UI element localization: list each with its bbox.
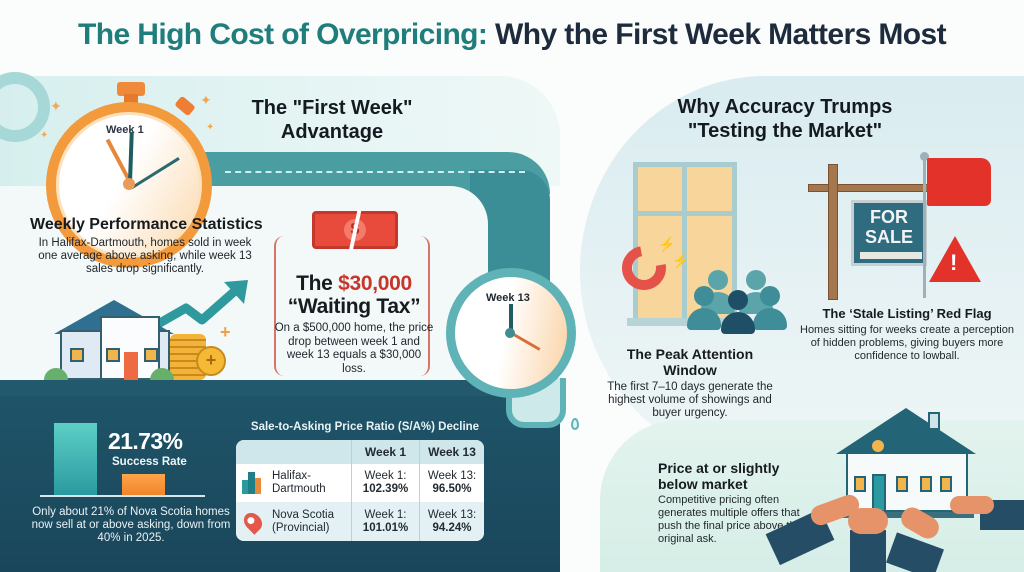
week13-value: 94.24% [432,521,472,534]
week13-label: Week 13: [427,470,477,482]
waiting-tax-amount: $30,000 [338,272,412,295]
region-name: Nova Scotia (Provincial) [272,508,335,534]
bar-now [122,474,165,495]
table-header-week13: Week 13 [419,440,484,464]
melting-clock-icon: Week 13 [446,268,576,428]
sign-line1: FOR [870,207,908,227]
week1-value: 101.01% [362,521,409,534]
coin-plus-icon: + [196,346,226,376]
bar-2025 [54,423,97,495]
stale-listing-text: Homes sitting for weeks create a percept… [800,324,1014,362]
waiting-tax-prefix: The [296,272,333,295]
droplet-icon [571,418,579,430]
weekly-stats-heading: Weekly Performance Statistics [30,216,263,233]
page-title: The High Cost of Overpricing: Why the Fi… [0,18,1024,52]
flag-finial [920,152,929,161]
flag-pole [923,156,926,298]
sign-line2: SALE [864,227,913,247]
hand-icon [950,496,994,514]
sparkle-icon: ✦ [40,130,49,141]
waiting-tax-suffix: “Waiting Tax” [287,295,421,318]
stopwatch-label: Week 1 [106,124,144,136]
peak-window-heading: The Peak Attention Window [626,346,754,378]
stopwatch-icon: Week 1 [44,80,214,268]
first-week-heading: The "First Week" Advantage [251,97,413,143]
table-row: Nova Scotia (Provincial) Week 1: 101.01%… [236,502,484,541]
window-sill [627,318,745,326]
table-header-region [236,440,351,464]
week1-label: Week 1: [364,508,407,521]
week1-label: Week 1: [364,470,407,482]
table-row: Halifax-Dartmouth Week 1: 102.39% Week 1… [236,464,484,502]
success-rate-text: Only about 21% of Nova Scotia homes now … [31,506,231,544]
week13-value: 96.50% [432,483,472,495]
red-flag-icon [927,158,991,206]
lightning-icon: ⚡ [658,236,676,252]
sleeve [850,530,886,572]
title-part2: Why the First Week Matters Most [495,18,947,51]
waiting-tax-bracket [274,236,430,376]
sparkle-icon: ✦ [50,98,62,114]
lightning-icon: ⚡ [672,252,690,268]
plus-icon: + [220,322,231,342]
table-header-row: Week 1 Week 13 [236,440,484,464]
sign-beam [808,184,933,192]
title-part1: The High Cost of Overpricing: [78,18,488,51]
week1-value: 102.39% [362,483,409,495]
exclamation-mark: ! [950,250,958,275]
region-name: Halifax-Dartmouth [272,470,326,495]
hand-icon [848,508,888,534]
for-sale-sign-icon: FOR SALE [851,200,927,266]
table-header-week1: Week 1 [351,440,419,464]
house-growth-illustration: + + [40,280,248,384]
map-pin-icon [240,508,266,535]
crowd-people-icon [687,270,788,334]
sign-post [828,164,838,300]
torn-dollar-bill-icon: $ [312,210,398,252]
waiting-tax-heading: The $30,000 “Waiting Tax” [274,272,434,318]
sa-table-title: Sale-to-Asking Price Ratio (S/A%) Declin… [250,421,480,433]
weekly-stats-text: In Halifax-Dartmouth, homes sold in week… [38,237,252,275]
success-rate-label: Success Rate [112,456,187,468]
sparkle-icon: ✦ [200,92,212,108]
melting-clock-label: Week 13 [486,292,530,304]
chart-axis [40,495,205,497]
warning-triangle-icon [929,236,981,282]
accuracy-heading: Why Accuracy Trumps "Testing the Market" [677,96,893,142]
city-buildings-icon [242,472,264,494]
waiting-tax-text: On a $500,000 home, the price drop betwe… [274,322,434,375]
sparkle-icon: ✦ [206,122,215,133]
stale-listing-heading: The ‘Stale Listing’ Red Flag [822,306,992,321]
week13-label: Week 13: [427,508,477,521]
success-rate-value: 21.73% [108,428,183,454]
peak-window-text: The first 7–10 days generate the highest… [607,381,773,419]
pricing-text: Competitive pricing often generates mult… [658,494,802,545]
sa-ratio-table: Week 1 Week 13 Halifax-Dartmouth Week 1:… [236,440,484,541]
pricing-heading: Price at or slightly below market [658,460,780,492]
road-dashes [225,171,525,173]
